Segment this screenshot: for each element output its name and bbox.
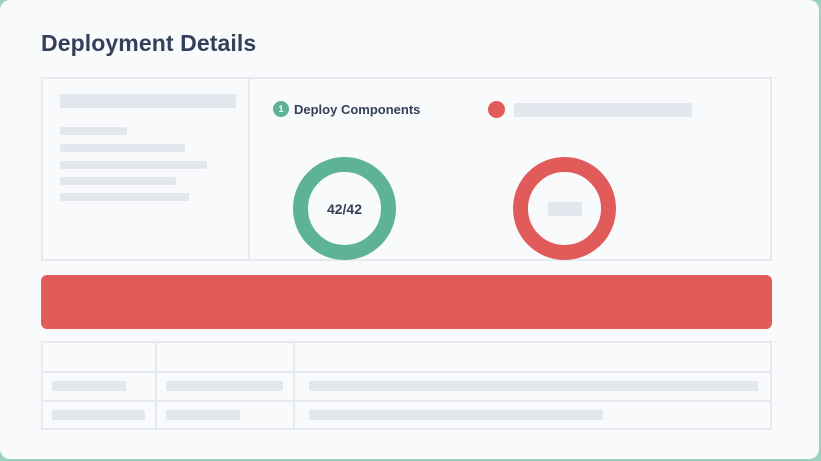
second-section-header (488, 101, 692, 118)
info-line-placeholder (60, 161, 207, 169)
deploy-components-header: 1 Deploy Components (273, 101, 420, 117)
deploy-components-label: Deploy Components (294, 101, 421, 117)
deployment-info-box (43, 79, 250, 259)
error-status-banner (41, 275, 772, 329)
info-line-placeholder (60, 193, 189, 201)
second-section-progress-ring (513, 157, 616, 260)
info-heading-placeholder (60, 94, 236, 108)
section-label-placeholder (514, 102, 692, 117)
table-cell-placeholder (52, 381, 126, 391)
info-line-placeholder (60, 144, 185, 152)
deploy-components-count: 42/42 (326, 200, 363, 217)
table-column-divider (155, 343, 157, 428)
error-status-icon (488, 101, 505, 118)
table-cell-placeholder (166, 381, 283, 391)
info-line-placeholder (60, 177, 176, 185)
deployment-summary-panel: 1 Deploy Components 42/42 (41, 77, 772, 261)
deploy-components-progress-ring: 42/42 (293, 157, 396, 260)
ring-value-placeholder (547, 201, 582, 216)
info-line-placeholder (60, 127, 127, 135)
table-column-divider (293, 343, 295, 428)
table-cell-placeholder (52, 410, 145, 420)
table-cell-placeholder (309, 410, 603, 420)
table-row-divider (43, 400, 770, 402)
table-cell-placeholder (309, 381, 758, 391)
step-number-badge: 1 (273, 101, 289, 117)
page-title: Deployment Details (41, 30, 257, 56)
table-row-divider (43, 371, 770, 373)
deployment-table (41, 341, 772, 430)
table-cell-placeholder (166, 410, 240, 420)
